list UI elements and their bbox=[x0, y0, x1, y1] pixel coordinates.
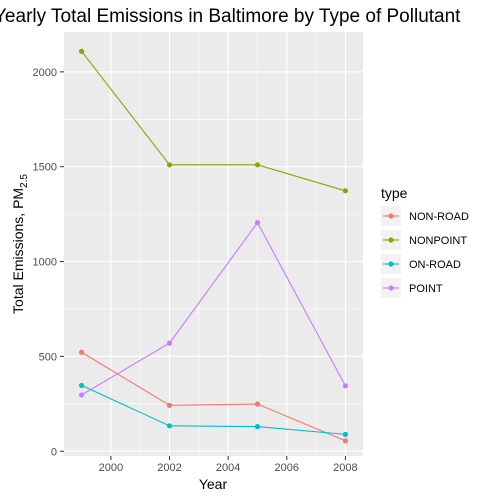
x-tick-label: 2008 bbox=[333, 462, 357, 474]
series-lines bbox=[81, 51, 346, 442]
x-tick-label: 2006 bbox=[275, 462, 299, 474]
data-point-point bbox=[166, 340, 173, 346]
series-points bbox=[78, 48, 349, 444]
data-point-non-road bbox=[342, 438, 349, 444]
data-point-on-road bbox=[254, 423, 261, 430]
data-point-nonpoint bbox=[78, 48, 85, 54]
legend-label-on-road: ON-ROAD bbox=[409, 259, 461, 271]
y-tick-label: 1500 bbox=[33, 162, 57, 174]
y-axis-title: Total Emissions, PM2.5 bbox=[10, 174, 30, 314]
legend: type NON-ROAD NONPOINT ON-ROAD POINT bbox=[381, 185, 469, 298]
x-tick-label: 2004 bbox=[216, 462, 240, 474]
legend-point-nonpoint bbox=[388, 237, 394, 243]
y-tick-label: 1000 bbox=[33, 257, 57, 269]
y-axis-title-subscript: 2.5 bbox=[19, 174, 30, 188]
legend-label-non-road: NON-ROAD bbox=[409, 211, 469, 223]
series-line-nonpoint bbox=[81, 51, 346, 192]
x-tick-label: 2002 bbox=[157, 462, 181, 474]
y-axis-title-main: Total Emissions, PM bbox=[10, 188, 26, 314]
legend-label-nonpoint: NONPOINT bbox=[409, 235, 467, 247]
chart-title: Yearly Total Emissions in Baltimore by T… bbox=[0, 6, 461, 27]
data-point-point bbox=[342, 383, 349, 389]
data-point-non-road bbox=[78, 349, 85, 355]
data-point-on-road bbox=[342, 431, 349, 437]
series-line-non-road bbox=[81, 351, 346, 442]
x-axis-title: Year bbox=[199, 476, 228, 492]
series-line-point bbox=[81, 221, 346, 396]
y-tick-label: 0 bbox=[51, 446, 57, 458]
data-point-non-road bbox=[166, 402, 173, 408]
data-point-nonpoint bbox=[342, 188, 349, 194]
data-point-non-road bbox=[254, 401, 261, 407]
x-tick-label: 2000 bbox=[99, 462, 123, 474]
data-point-nonpoint bbox=[254, 162, 261, 168]
data-point-on-road bbox=[78, 382, 85, 389]
legend-point-non-road bbox=[388, 213, 394, 219]
legend-label-point: POINT bbox=[409, 283, 443, 295]
y-tick-label: 2000 bbox=[33, 67, 57, 79]
data-point-nonpoint bbox=[166, 162, 173, 168]
legend-point-point bbox=[388, 285, 394, 291]
legend-title: type bbox=[381, 185, 408, 201]
plot-panel bbox=[64, 32, 363, 456]
axes: 2000 2002 2004 2006 2008 0 500 1000 1500 2000 bbox=[33, 67, 358, 474]
legend-point-on-road bbox=[388, 261, 394, 267]
y-tick-label: 500 bbox=[39, 351, 57, 363]
series-line-on-road bbox=[81, 384, 346, 435]
data-point-point bbox=[78, 392, 85, 398]
data-point-point bbox=[254, 220, 261, 226]
data-point-on-road bbox=[166, 423, 173, 429]
